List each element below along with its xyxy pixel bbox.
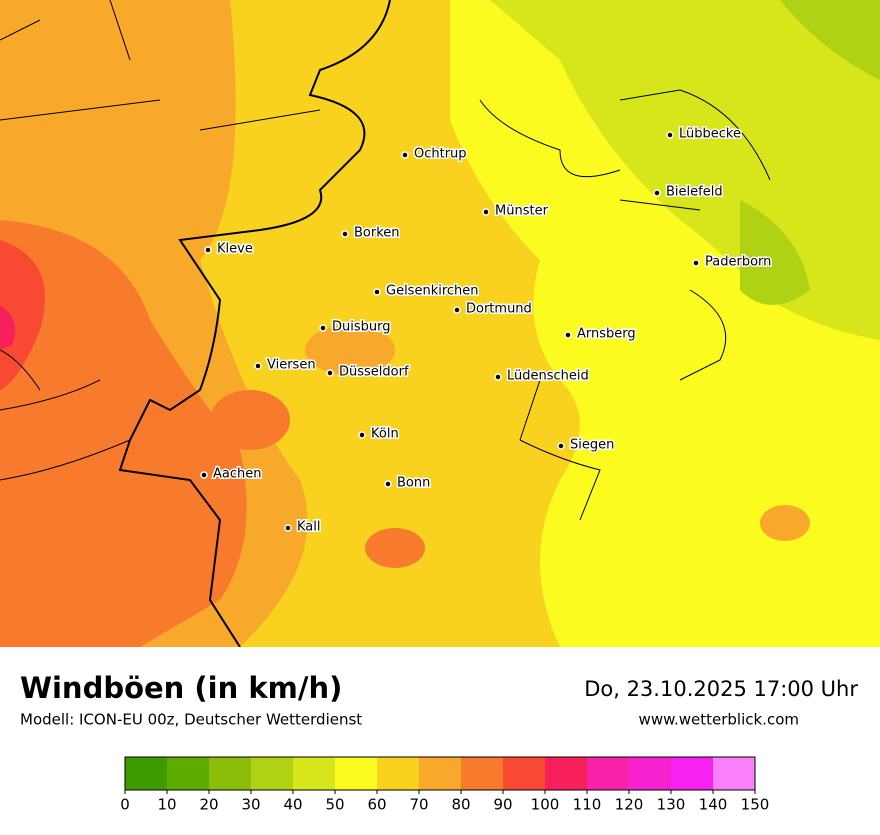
colorbar-tick-label: 100 — [531, 796, 560, 814]
borders — [0, 0, 771, 648]
colorbar-tick-label: 90 — [493, 796, 512, 814]
datetime: Do, 23.10.2025 17:00 Uhr — [584, 677, 858, 701]
colorbar-segment — [335, 757, 377, 790]
colorbar-tick-label: 70 — [409, 796, 428, 814]
colorbar-tick-label: 130 — [657, 796, 686, 814]
city-dot — [204, 246, 212, 254]
city-dot — [341, 230, 349, 238]
colorbar-tick-label: 40 — [283, 796, 302, 814]
city-dot — [453, 306, 461, 314]
colorbar-segment — [125, 757, 167, 790]
colorbar-tick-label: 30 — [241, 796, 260, 814]
city-label: Duisburg — [332, 320, 391, 335]
city-label: Köln — [371, 427, 399, 442]
city-dot — [494, 373, 502, 381]
colorbar-tick-label: 110 — [573, 796, 602, 814]
colorbar-tick-label: 140 — [699, 796, 728, 814]
website: www.wetterblick.com — [639, 711, 799, 729]
colorbar-tick-label: 80 — [451, 796, 470, 814]
city-label: Siegen — [570, 438, 614, 453]
city-dot — [557, 442, 565, 450]
city-label: Ochtrup — [414, 147, 467, 162]
city-label: Kall — [297, 520, 321, 535]
city-label: Viersen — [267, 358, 316, 373]
city-label: Kleve — [217, 242, 253, 257]
city-dot — [254, 362, 262, 370]
city-label: Düsseldorf — [339, 365, 409, 380]
colorbar-segment — [167, 757, 209, 790]
title: Windböen (in km/h) — [20, 671, 342, 705]
colorbar-segment — [209, 757, 251, 790]
colorbar-frame — [124, 756, 756, 791]
city-dot — [284, 524, 292, 532]
colorbar-segment — [461, 757, 503, 790]
city-label: Bonn — [397, 476, 430, 491]
colorbar-segment — [293, 757, 335, 790]
city-label: Aachen — [213, 467, 261, 482]
colorbar-segment — [629, 757, 671, 790]
cities: Ochtrup Lübbecke Bielefeld Münster Borken Kle… — [200, 125, 773, 536]
city-label: Dortmund — [466, 302, 532, 317]
footer-panel — [0, 647, 880, 830]
city-dot — [692, 259, 700, 267]
colorbar-tick-label: 60 — [367, 796, 386, 814]
wind-field — [0, 0, 880, 647]
colorbar-tick-label: 50 — [325, 796, 344, 814]
city-dot — [326, 369, 334, 377]
city-dot — [482, 208, 490, 216]
colorbar-tick-label: 0 — [120, 796, 130, 814]
colorbar-segment — [419, 757, 461, 790]
colorbar-tick-label: 10 — [157, 796, 176, 814]
city-label: Münster — [495, 204, 549, 219]
city-dot — [564, 331, 572, 339]
city-dot — [384, 480, 392, 488]
city-dot — [358, 431, 366, 439]
city-label: Lüdenscheid — [507, 369, 589, 384]
colorbar-segment — [713, 757, 755, 790]
city-label: Paderborn — [705, 255, 771, 270]
colorbar: 0 10 20 30 40 50 60 70 80 90 100 110 120 130 140 150 — [120, 756, 770, 814]
subtitle: Modell: ICON-EU 00z, Deutscher Wetterdie… — [20, 711, 362, 729]
colorbar-segment — [251, 757, 293, 790]
city-dot — [373, 288, 381, 296]
colorbar-tick-label: 120 — [615, 796, 644, 814]
city-label: Gelsenkirchen — [386, 284, 479, 299]
colorbar-segment — [503, 757, 545, 790]
city-dot — [666, 131, 674, 139]
colorbar-tick-label: 150 — [741, 796, 770, 814]
city-dot — [653, 189, 661, 197]
colorbar-segment — [377, 757, 419, 790]
city-label: Lübbecke — [679, 127, 741, 142]
colorbar-segment — [587, 757, 629, 790]
city-label: Arnsberg — [577, 327, 636, 342]
city-dot — [401, 151, 409, 159]
city-dot — [319, 324, 327, 332]
colorbar-tick-label: 20 — [199, 796, 218, 814]
city-label: Bielefeld — [666, 185, 723, 200]
colorbar-segment — [671, 757, 713, 790]
city-dot — [200, 471, 208, 479]
city-label: Borken — [354, 226, 400, 241]
colorbar-segment — [545, 757, 587, 790]
